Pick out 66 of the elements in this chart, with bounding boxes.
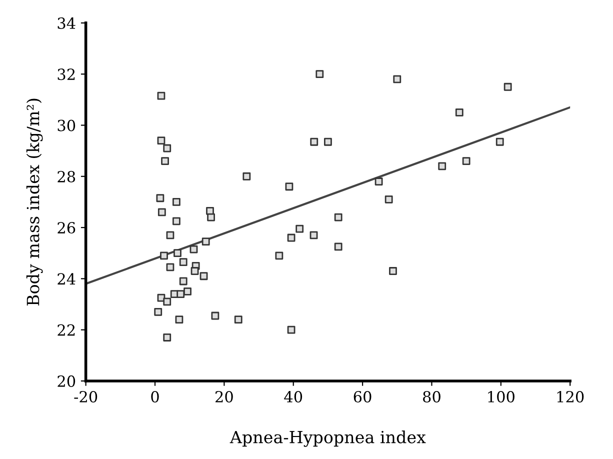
y-tick-label: 34 (58, 17, 76, 29)
point (157, 136, 166, 145)
x-tick-label: 40 (284, 390, 302, 403)
point (438, 162, 446, 170)
y-tick-label: 22 (58, 324, 75, 336)
point (161, 157, 169, 165)
y-tick-label: 28 (58, 170, 76, 182)
y-tick-label: 30 (58, 120, 76, 132)
point (389, 267, 397, 275)
y-tick-label: 24 (58, 273, 76, 284)
point (154, 308, 162, 316)
x-tick-label: 20 (216, 390, 233, 403)
point (172, 198, 180, 206)
y-tick-label: 20 (58, 375, 76, 387)
point (287, 234, 296, 242)
point (200, 272, 208, 280)
x-tick-label: 60 (354, 390, 372, 403)
point (504, 82, 512, 91)
point (384, 195, 393, 204)
point (324, 138, 332, 146)
point (207, 213, 215, 222)
x-axis-title: Apnea-Hypopnea index (230, 430, 426, 447)
point (156, 194, 164, 202)
y-axis-title: Body mass index (kg/m²) (26, 98, 43, 306)
y-tick-label: 32 (58, 68, 75, 80)
x-tick-label: 0 (151, 390, 159, 403)
point (296, 224, 304, 233)
point (455, 108, 464, 116)
y-tick-label: 26 (58, 222, 76, 234)
point (393, 75, 402, 84)
point (158, 208, 166, 216)
point (496, 138, 504, 146)
point (160, 252, 168, 260)
point (163, 334, 172, 342)
point (190, 245, 198, 254)
point (179, 258, 188, 266)
point (190, 267, 199, 275)
point (163, 298, 172, 306)
point (176, 290, 185, 298)
point (166, 263, 174, 272)
point (374, 178, 383, 186)
point (285, 182, 294, 191)
point (462, 157, 470, 165)
x-tick-label: 80 (423, 390, 440, 403)
point (310, 138, 318, 146)
point (174, 249, 182, 258)
point (175, 316, 184, 324)
point (163, 144, 172, 152)
point (172, 217, 180, 226)
point (157, 92, 166, 100)
x-tick-label: 100 (488, 390, 514, 403)
point (334, 213, 342, 222)
point (310, 231, 318, 240)
point (334, 242, 342, 251)
point (202, 238, 210, 246)
point (184, 288, 192, 296)
point (211, 312, 220, 320)
point (179, 277, 188, 286)
point (275, 252, 284, 260)
x-tick-label: 120 (557, 390, 584, 403)
x-tick-label: -20 (74, 390, 98, 403)
point (287, 326, 296, 334)
point (234, 316, 242, 324)
point (316, 70, 324, 78)
point (166, 231, 174, 240)
point (242, 172, 251, 180)
